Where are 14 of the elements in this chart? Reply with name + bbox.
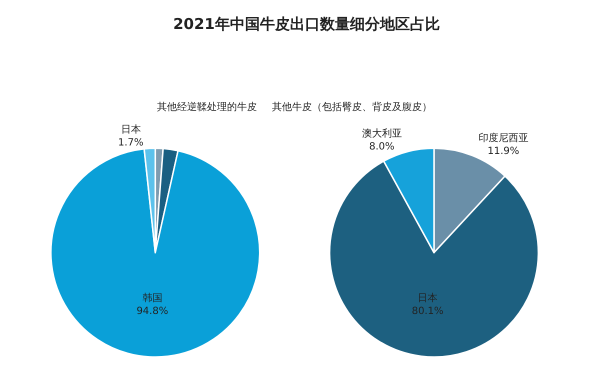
data-label: 94.8% xyxy=(136,306,168,318)
slice-label: 澳大利亚 xyxy=(362,127,402,140)
data-label: 1.7% xyxy=(118,137,144,148)
chart-subtitle: 其他经逆鞣处理的牛皮 xyxy=(157,101,257,113)
slice-label: 日本 xyxy=(418,292,438,304)
pie-slice xyxy=(50,148,260,358)
slice-label: 印度尼西亚 xyxy=(478,132,528,144)
slice-label: 韩国 xyxy=(142,292,162,304)
data-label: 80.1% xyxy=(412,306,444,317)
data-label: 8.0% xyxy=(369,141,394,152)
data-label: 11.9% xyxy=(487,146,520,158)
chart-title: 其他牛皮（包括臀皮、背皮及腹皮） xyxy=(272,101,432,113)
slice-label: 日本 xyxy=(120,123,141,136)
text: 2021年中国牛皮出口数量细分地区占比 xyxy=(173,15,440,34)
